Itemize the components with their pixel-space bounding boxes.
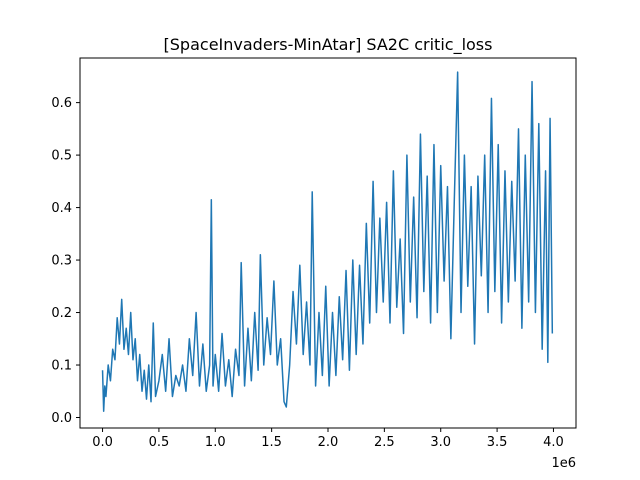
y-tick-label: 0.1 (51, 359, 72, 374)
y-tick-label: 0.5 (51, 149, 72, 164)
y-tick-label: 0.0 (51, 411, 72, 426)
x-tick-label: 4.0 (543, 435, 564, 450)
y-tick-label: 0.4 (51, 201, 72, 216)
x-axis-multiplier: 1e6 (551, 456, 576, 471)
x-tick-label: 2.5 (374, 435, 395, 450)
y-tick-label: 0.6 (51, 96, 72, 111)
x-tick-label: 3.5 (487, 435, 508, 450)
x-axis: 0.0 0.5 1.0 1.5 2.0 2.5 3.0 3.5 4.0 (92, 428, 564, 450)
x-tick-label: 1.0 (205, 435, 226, 450)
y-axis: 0.0 0.1 0.2 0.3 0.4 0.5 0.6 (51, 96, 80, 426)
series-line-0 (101, 71, 554, 412)
x-tick-label: 1.5 (261, 435, 282, 450)
chart-title: [SpaceInvaders-MinAtar] SA2C critic_loss (164, 35, 493, 55)
x-tick-label: 0.0 (92, 435, 113, 450)
plot-area (79, 57, 577, 429)
y-tick-label: 0.2 (51, 306, 72, 321)
x-tick-label: 0.5 (149, 435, 170, 450)
x-tick-label: 2.0 (318, 435, 339, 450)
y-tick-label: 0.3 (51, 254, 72, 269)
x-tick-label: 3.0 (430, 435, 451, 450)
